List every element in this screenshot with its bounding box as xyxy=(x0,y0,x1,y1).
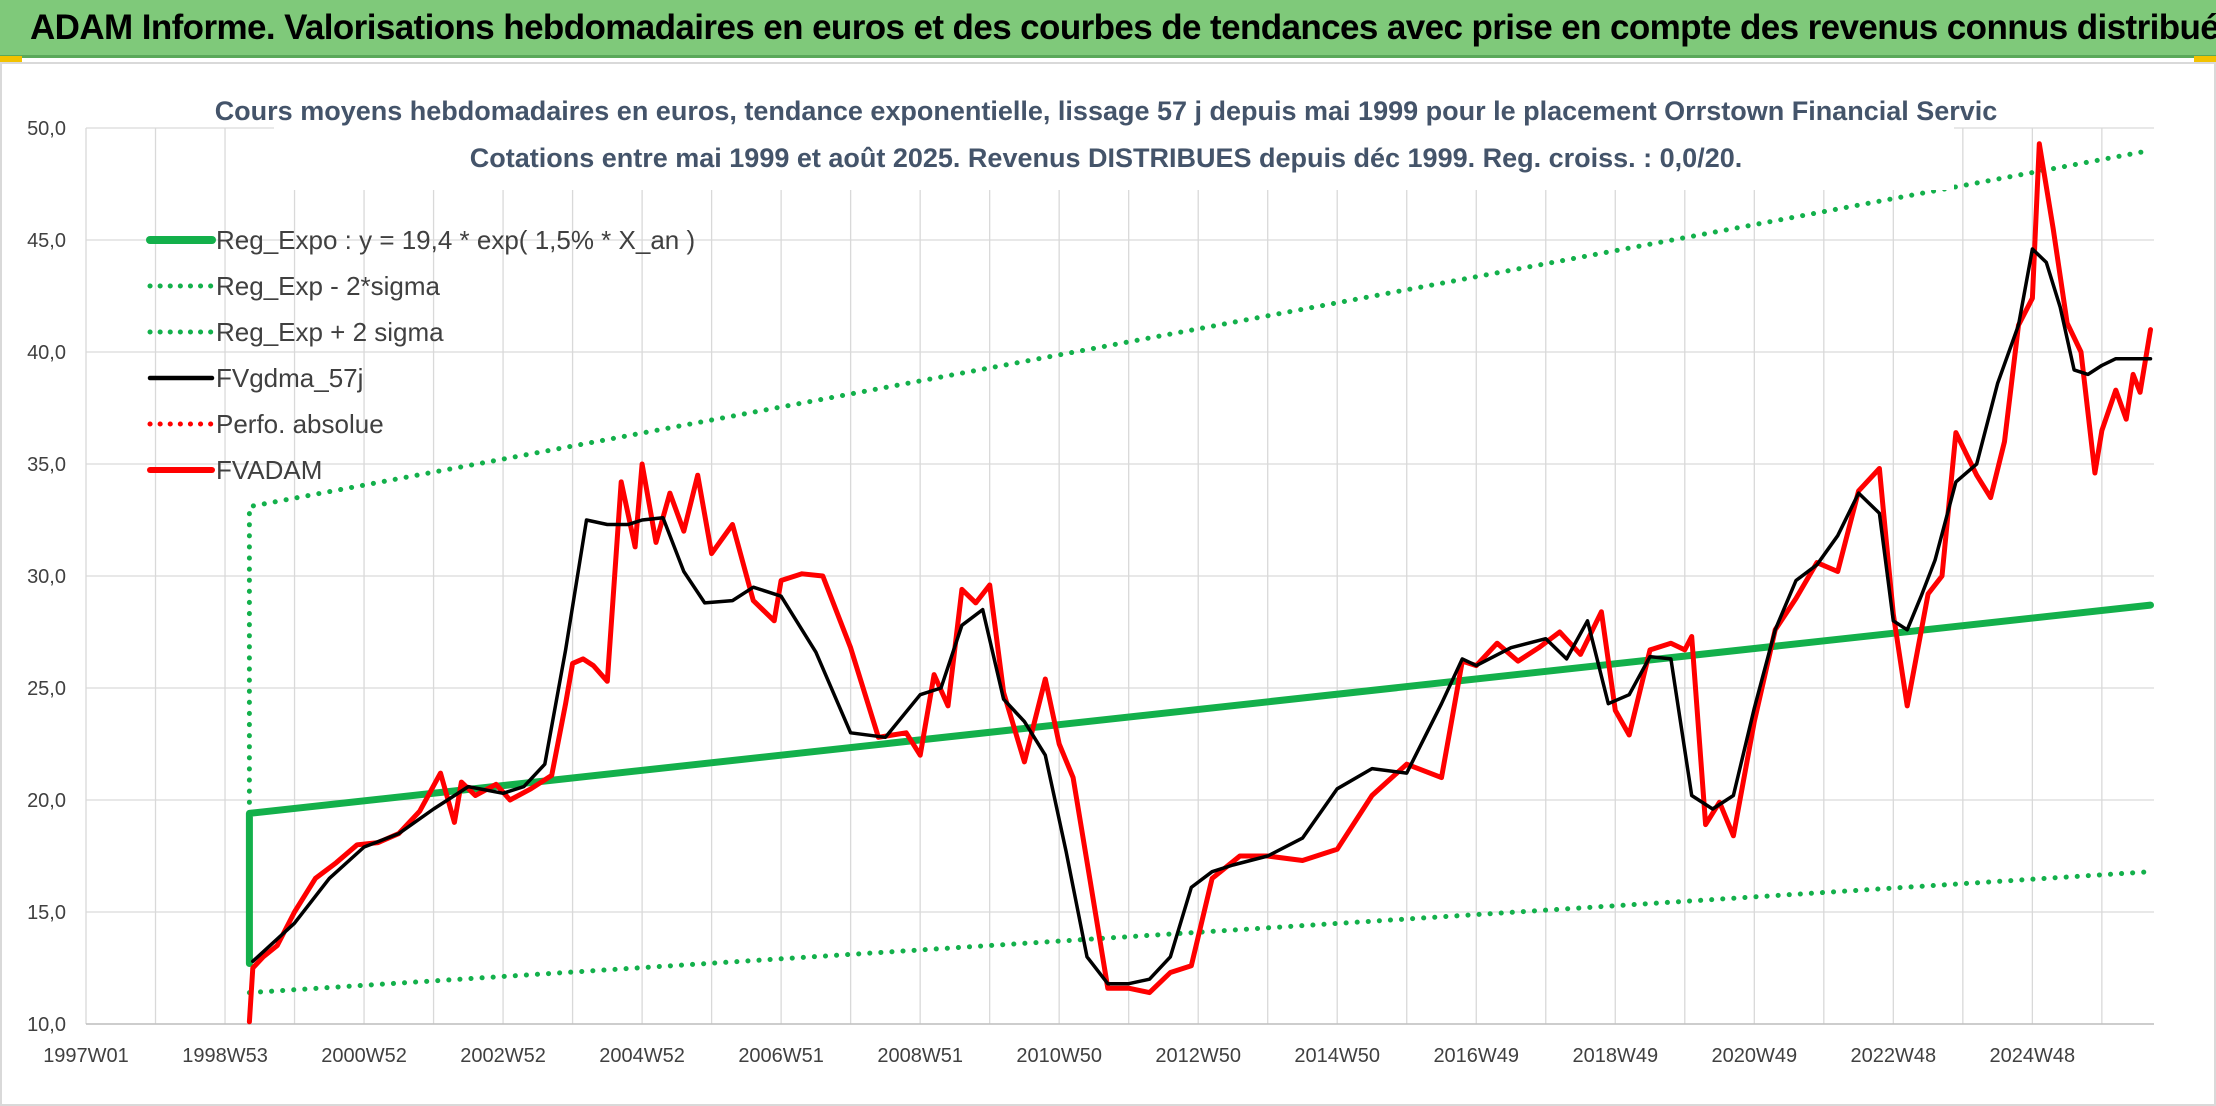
y-tick-label: 30,0 xyxy=(27,566,66,588)
x-tick-label: 2002W52 xyxy=(460,1045,546,1067)
legend-label-5: FVADAM xyxy=(216,455,322,485)
chart-title: Cours moyens hebdomadaires en euros, ten… xyxy=(215,96,1998,126)
x-tick-label: 2006W51 xyxy=(738,1045,824,1067)
y-tick-label: 50,0 xyxy=(27,118,66,140)
legend-label-0: Reg_Expo : y = 19,4 * exp( 1,5% * X_an ) xyxy=(216,225,695,255)
x-tick-label: 2014W50 xyxy=(1294,1045,1380,1067)
report-banner: ADAM Informe. Valorisations hebdomadaire… xyxy=(0,0,2216,58)
legend-label-2: Reg_Exp + 2 sigma xyxy=(216,317,444,347)
x-tick-label: 2004W52 xyxy=(599,1045,685,1067)
x-tick-label: 2024W48 xyxy=(1990,1045,2076,1067)
corner-marker-right xyxy=(2194,56,2216,64)
y-tick-label: 35,0 xyxy=(27,454,66,476)
chart-subtitle: Cotations entre mai 1999 et août 2025. R… xyxy=(470,143,1742,173)
y-tick-label: 40,0 xyxy=(27,342,66,364)
x-tick-label: 2012W50 xyxy=(1155,1045,1241,1067)
x-tick-label: 2018W49 xyxy=(1572,1045,1658,1067)
x-tick-label: 2022W48 xyxy=(1851,1045,1937,1067)
legend-label-3: FVgdma_57j xyxy=(216,363,363,393)
y-tick-label: 25,0 xyxy=(27,678,66,700)
y-tick-label: 45,0 xyxy=(27,230,66,252)
x-axis: 1997W01 1998W53 2000W52 2002W52 2004W52 2006W… xyxy=(43,1023,2154,1067)
series-line-2 xyxy=(246,147,2153,816)
title-background xyxy=(274,92,1954,190)
chart-frame: 10,0 15,0 20,0 25,0 30,0 35,0 40,0 45,0 50,0 199… xyxy=(0,62,2216,1106)
series-layer xyxy=(245,141,2154,1025)
x-tick-label: 1998W53 xyxy=(182,1045,268,1067)
series-line-5 xyxy=(246,141,2153,1025)
x-tick-label: 2020W49 xyxy=(1711,1045,1797,1067)
y-axis: 10,0 15,0 20,0 25,0 30,0 35,0 40,0 45,0 50,0 xyxy=(27,118,66,1036)
x-tick-label: 2010W50 xyxy=(1016,1045,1102,1067)
x-tick-label: 2000W52 xyxy=(321,1045,407,1067)
legend: Reg_Expo : y = 19,4 * exp( 1,5% * X_an )… xyxy=(146,225,695,485)
y-tick-label: 10,0 xyxy=(27,1014,66,1036)
y-tick-label: 20,0 xyxy=(27,790,66,812)
corner-marker-left xyxy=(0,56,22,64)
series-line-3 xyxy=(251,247,2153,986)
x-tick-label: 2016W49 xyxy=(1433,1045,1519,1067)
y-tick-label: 15,0 xyxy=(27,902,66,924)
x-tick-label: 2008W51 xyxy=(877,1045,963,1067)
legend-label-4: Perfo. absolue xyxy=(216,409,384,439)
x-tick-label: 1997W01 xyxy=(43,1045,129,1067)
chart-svg: 10,0 15,0 20,0 25,0 30,0 35,0 40,0 45,0 50,0 199… xyxy=(27,92,2154,1067)
legend-label-1: Reg_Exp - 2*sigma xyxy=(216,271,441,301)
report-title: ADAM Informe. Valorisations hebdomadaire… xyxy=(30,8,2216,47)
